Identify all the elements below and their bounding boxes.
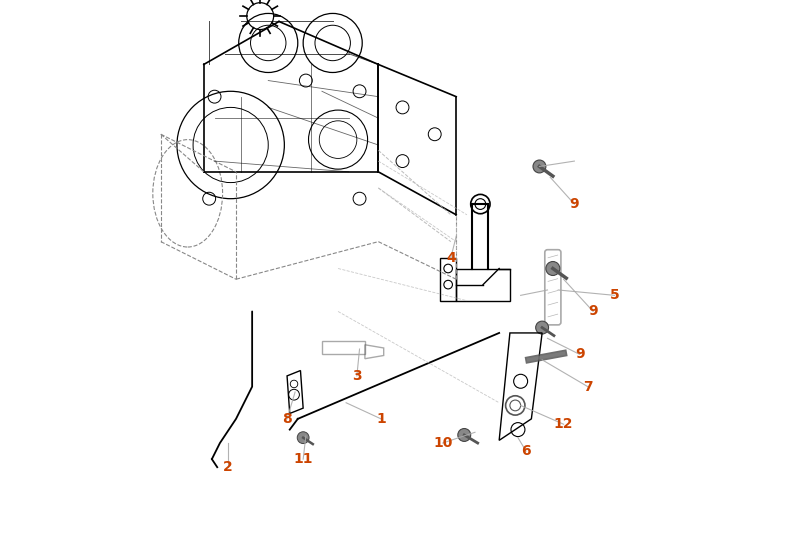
Text: 12: 12 xyxy=(554,417,573,431)
Text: 2: 2 xyxy=(223,460,233,474)
Circle shape xyxy=(546,262,559,275)
Text: 11: 11 xyxy=(293,452,313,466)
Circle shape xyxy=(533,160,546,173)
Circle shape xyxy=(297,432,309,444)
Text: 7: 7 xyxy=(583,380,592,394)
Text: 6: 6 xyxy=(521,444,530,458)
Text: 1: 1 xyxy=(376,412,386,426)
Text: 5: 5 xyxy=(609,288,620,302)
Text: 9: 9 xyxy=(569,197,579,211)
Text: 4: 4 xyxy=(446,251,456,265)
Text: 3: 3 xyxy=(352,369,361,383)
Text: 10: 10 xyxy=(433,436,452,450)
Text: 9: 9 xyxy=(575,347,584,361)
Circle shape xyxy=(458,429,471,441)
Text: 8: 8 xyxy=(283,412,292,426)
Circle shape xyxy=(535,321,548,334)
Text: 9: 9 xyxy=(588,304,598,318)
